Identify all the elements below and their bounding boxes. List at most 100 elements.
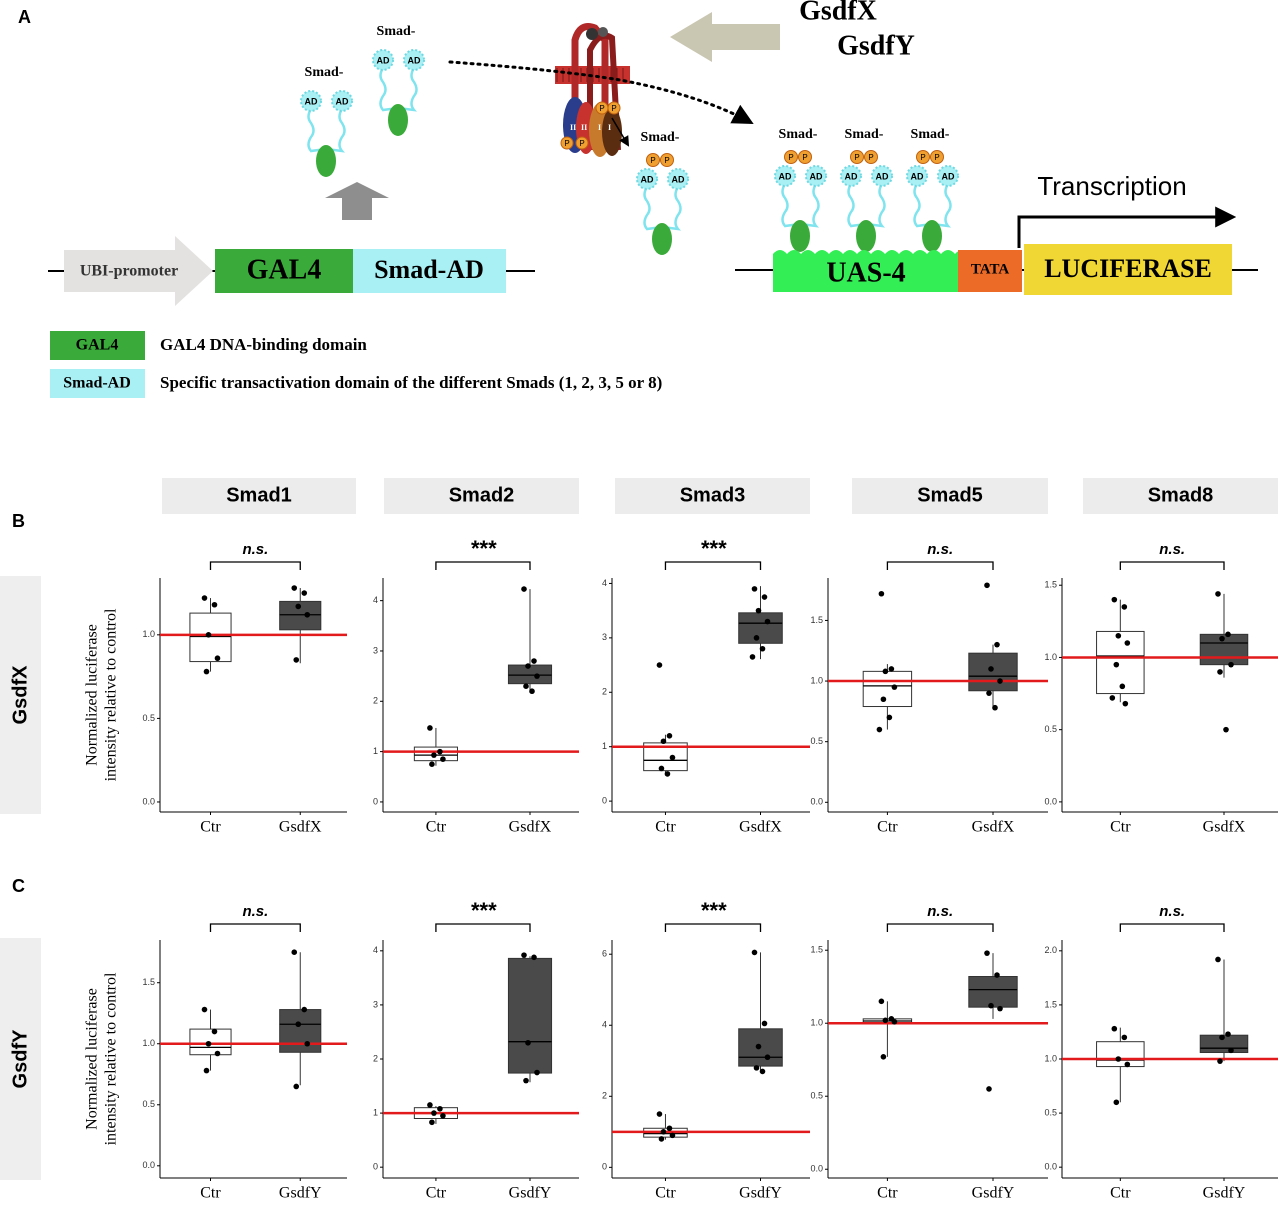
data-point xyxy=(534,1069,540,1076)
strip-title: Smad5 xyxy=(917,484,983,506)
y-tick-label: 0.5 xyxy=(810,1091,823,1101)
data-point xyxy=(1217,1058,1223,1064)
x-tick-label: Ctr xyxy=(655,1185,676,1202)
data-point xyxy=(534,673,540,679)
data-point xyxy=(293,1083,300,1090)
y-tick-label: 0.0 xyxy=(142,1160,155,1170)
data-point xyxy=(764,618,771,625)
data-point xyxy=(203,1067,210,1074)
x-tick-label: GsdfY xyxy=(279,1185,322,1202)
y-tick-label: 0.0 xyxy=(810,797,823,807)
promoter-label: UBI-promoter xyxy=(80,263,178,280)
panel-label: A xyxy=(18,7,31,27)
data-point xyxy=(749,654,756,660)
ad-domain xyxy=(667,168,689,190)
y-tick-label: 1.0 xyxy=(1044,652,1057,662)
row-label: GsdfX xyxy=(9,665,31,725)
data-point xyxy=(764,1054,771,1061)
data-point xyxy=(876,726,883,733)
data-point xyxy=(1109,695,1116,701)
ad-domain xyxy=(300,90,322,112)
data-point xyxy=(291,585,298,591)
ad-label: AD xyxy=(377,55,390,65)
smad-linker xyxy=(379,67,399,112)
strip xyxy=(162,478,356,514)
ad-label: AD xyxy=(810,171,823,181)
data-point xyxy=(1121,1034,1128,1041)
x-tick-label: Ctr xyxy=(655,819,676,836)
data-point xyxy=(214,655,221,662)
smad-label: Smad- xyxy=(641,130,680,145)
y-tick-label: 4 xyxy=(373,595,378,605)
ad-domain xyxy=(403,49,425,71)
strip xyxy=(615,478,810,514)
ad-label: AD xyxy=(911,171,924,181)
y-tick-label: 1.5 xyxy=(810,615,823,625)
phospho-label: P xyxy=(934,153,939,162)
data-point xyxy=(656,1111,663,1117)
phospho-label: P xyxy=(611,104,616,113)
data-point xyxy=(658,765,665,772)
significance-bracket xyxy=(886,561,994,570)
data-point xyxy=(878,998,885,1005)
strip xyxy=(1083,478,1278,514)
ad-domain xyxy=(840,165,862,187)
legend-text: GAL4 DNA-binding domain xyxy=(160,335,367,354)
receptor-chain xyxy=(587,32,621,151)
y-tick-label: 0.5 xyxy=(810,736,823,746)
x-tick-label: GsdfY xyxy=(739,1185,782,1202)
y-tick-label: 0.0 xyxy=(810,1164,823,1174)
data-point xyxy=(1124,640,1131,646)
y-tick-label: 6 xyxy=(602,949,607,959)
phospho-site xyxy=(798,150,812,164)
row-strip xyxy=(0,938,41,1180)
y-tick-label: 4 xyxy=(602,578,607,588)
smad-label: Smad- xyxy=(305,65,344,80)
y-tick-label: 0.5 xyxy=(142,713,155,723)
significance-bracket xyxy=(664,923,762,932)
data-point xyxy=(1115,632,1122,639)
smad-linker xyxy=(781,183,801,228)
phospho-label: P xyxy=(599,104,604,113)
significance-label: *** xyxy=(470,536,497,561)
y-tick-label: 1 xyxy=(602,741,607,751)
data-point xyxy=(427,1102,433,1108)
data-point xyxy=(1215,956,1221,963)
phospho-label: P xyxy=(854,153,859,162)
smad-mh1 xyxy=(856,220,876,252)
data-point xyxy=(986,1086,992,1092)
legend-text: Specific transactivation domain of the d… xyxy=(160,373,662,392)
data-point xyxy=(882,668,889,675)
data-point xyxy=(304,1040,311,1047)
significance-bracket xyxy=(886,923,994,932)
strip-title: Smad2 xyxy=(449,484,515,506)
y-axis-label: Normalized luciferase xyxy=(84,988,101,1130)
ad-label: AD xyxy=(672,174,685,184)
data-point xyxy=(994,972,1000,978)
data-point xyxy=(751,586,758,592)
box xyxy=(1096,1041,1145,1068)
data-point xyxy=(886,714,893,721)
transcription-label: Transcription xyxy=(1037,171,1186,201)
ad-domain xyxy=(805,165,827,187)
y-tick-label: 1.5 xyxy=(1044,999,1057,1009)
ligand-arrow xyxy=(670,12,780,62)
significance-bracket xyxy=(209,561,301,570)
data-point xyxy=(1119,683,1126,690)
significance-bracket xyxy=(435,561,531,570)
legend-key: GAL4 xyxy=(76,337,119,354)
tata-box xyxy=(958,250,1022,292)
receptor-label: II xyxy=(570,123,576,132)
significance-bracket xyxy=(1119,561,1225,570)
data-point xyxy=(664,771,671,777)
data-point xyxy=(301,1006,308,1013)
data-point xyxy=(295,1021,302,1028)
data-point xyxy=(751,949,758,956)
y-tick-label: 0 xyxy=(373,1162,378,1172)
transcription-arrow xyxy=(1017,206,1237,248)
data-point xyxy=(1113,661,1120,668)
smad-linker xyxy=(397,67,418,112)
data-point xyxy=(880,1054,887,1060)
luciferase-box xyxy=(1024,244,1232,295)
